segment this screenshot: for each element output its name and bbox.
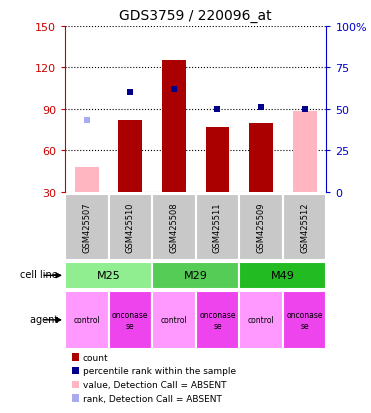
Bar bbox=[196, 291, 239, 349]
Bar bbox=[109, 291, 152, 349]
Text: onconase
se: onconase se bbox=[286, 311, 323, 330]
Text: onconase
se: onconase se bbox=[112, 311, 148, 330]
Text: M25: M25 bbox=[96, 271, 121, 281]
Bar bbox=[65, 291, 109, 349]
Bar bbox=[239, 262, 326, 289]
Bar bbox=[152, 194, 196, 260]
Bar bbox=[293, 112, 317, 192]
Text: GSM425510: GSM425510 bbox=[126, 202, 135, 252]
Text: control: control bbox=[248, 316, 275, 325]
Bar bbox=[249, 123, 273, 192]
Text: M49: M49 bbox=[271, 271, 295, 281]
Bar bbox=[206, 127, 230, 192]
Text: GSM425507: GSM425507 bbox=[82, 202, 91, 252]
Bar bbox=[109, 194, 152, 260]
Text: GSM425512: GSM425512 bbox=[300, 202, 309, 252]
Bar bbox=[239, 291, 283, 349]
Bar bbox=[152, 262, 239, 289]
Text: percentile rank within the sample: percentile rank within the sample bbox=[83, 366, 236, 375]
Text: GSM425511: GSM425511 bbox=[213, 202, 222, 252]
Bar bbox=[283, 194, 326, 260]
Text: agent: agent bbox=[30, 314, 61, 324]
Bar bbox=[118, 121, 142, 192]
Bar bbox=[152, 291, 196, 349]
Text: onconase
se: onconase se bbox=[199, 311, 236, 330]
Bar bbox=[65, 262, 152, 289]
Text: control: control bbox=[73, 316, 100, 325]
Text: value, Detection Call = ABSENT: value, Detection Call = ABSENT bbox=[83, 380, 226, 389]
Text: M29: M29 bbox=[184, 271, 208, 281]
Bar bbox=[239, 194, 283, 260]
Bar bbox=[196, 194, 239, 260]
Bar bbox=[283, 291, 326, 349]
Title: GDS3759 / 220096_at: GDS3759 / 220096_at bbox=[119, 9, 272, 23]
Text: GSM425508: GSM425508 bbox=[170, 202, 178, 252]
Bar bbox=[75, 167, 99, 192]
Bar bbox=[65, 194, 109, 260]
Text: cell line: cell line bbox=[20, 270, 61, 280]
Bar bbox=[162, 61, 186, 192]
Text: rank, Detection Call = ABSENT: rank, Detection Call = ABSENT bbox=[83, 394, 221, 403]
Text: control: control bbox=[161, 316, 187, 325]
Text: GSM425509: GSM425509 bbox=[257, 202, 266, 252]
Text: count: count bbox=[83, 353, 108, 362]
